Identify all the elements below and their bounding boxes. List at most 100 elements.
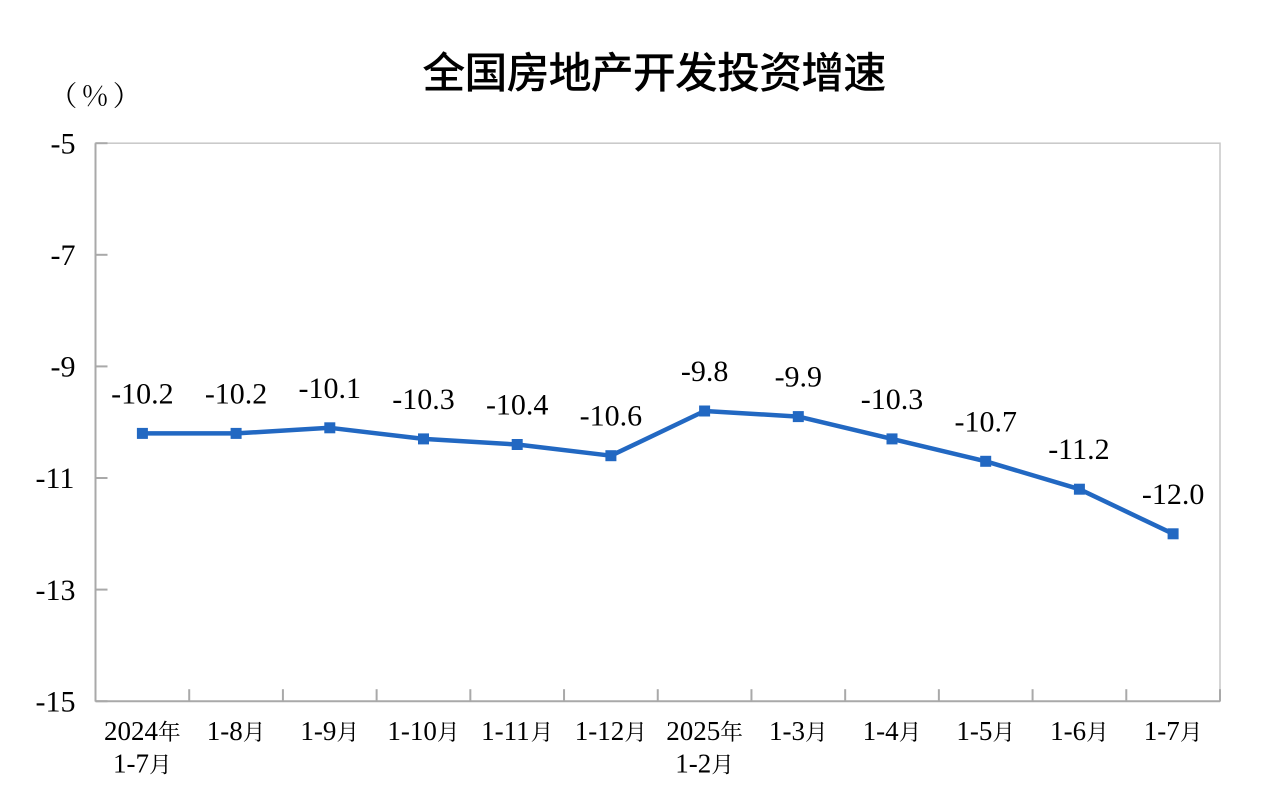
data-point-marker xyxy=(886,433,898,445)
chart-title-cjk-glyph xyxy=(718,51,759,92)
x-tick-label-cjk-glyph xyxy=(1087,721,1105,742)
y-axis-unit-label-cjk-glyph xyxy=(83,85,107,107)
chart-title-cjk-glyph xyxy=(467,53,504,92)
x-tick-label-cjk-glyph xyxy=(712,754,730,775)
x-tick-label-latin: 1-7 xyxy=(113,749,149,779)
data-point-marker xyxy=(1167,528,1179,540)
x-tick-label-cjk-glyph xyxy=(721,720,743,742)
y-tick-label-latin: -15 xyxy=(36,685,76,718)
data-label-latin: -9.9 xyxy=(775,361,823,394)
data-label-latin: -10.2 xyxy=(205,377,268,410)
x-tick-label: 1-4 xyxy=(863,716,918,746)
data-label-latin: -10.7 xyxy=(954,405,1017,438)
data-label-latin: -10.1 xyxy=(299,372,362,405)
y-tick-label-latin: -5 xyxy=(51,127,76,160)
data-label-latin: -9.8 xyxy=(681,355,729,388)
y-tick-label-latin: -11 xyxy=(36,462,75,495)
x-tick-label-cjk-glyph xyxy=(899,721,918,742)
x-tick-label: 1-11 xyxy=(481,716,550,746)
chart-title-cjk-glyph xyxy=(634,54,674,92)
chart-title-cjk-glyph xyxy=(844,51,885,92)
chart-title-cjk-glyph xyxy=(507,51,547,92)
y-tick-label: -5 xyxy=(51,127,76,160)
y-tick-label-latin: -9 xyxy=(51,351,76,384)
chart-title-cjk-glyph xyxy=(423,51,465,91)
data-label: -12.0 xyxy=(1142,478,1205,511)
x-tick-label-latin: 2025 xyxy=(666,716,720,746)
data-label: -10.2 xyxy=(205,377,268,410)
y-tick-label-latin: -13 xyxy=(36,574,76,607)
x-tick-label-latin: 1-2 xyxy=(675,749,711,779)
data-point-marker xyxy=(699,405,711,417)
x-tick-label: 1-8 xyxy=(207,716,262,746)
x-tick-label: 1-10 xyxy=(387,716,456,746)
x-tick-label-cjk-glyph xyxy=(437,721,456,742)
x-tick-label: 1-6 xyxy=(1050,716,1105,746)
data-label-latin: -10.6 xyxy=(580,400,643,433)
data-point-marker xyxy=(605,450,617,462)
x-tick-label-latin: 1-6 xyxy=(1050,716,1086,746)
data-label: -10.7 xyxy=(954,405,1017,438)
data-point-marker xyxy=(324,422,336,434)
data-label-latin: -10.3 xyxy=(392,383,455,416)
x-tick-label: 1-2 xyxy=(675,749,730,779)
x-tick-label-cjk-glyph xyxy=(531,721,550,742)
x-tick-label-cjk-glyph xyxy=(243,721,262,742)
data-label: -9.8 xyxy=(681,355,729,388)
y-tick-label-latin: -7 xyxy=(51,239,76,272)
y-axis-unit-label-cjk-glyph xyxy=(114,81,123,109)
x-tick-label-cjk-glyph xyxy=(625,721,643,742)
data-label: -10.6 xyxy=(580,400,643,433)
x-tick-label: 2024 xyxy=(104,716,180,746)
y-tick-label: -13 xyxy=(36,574,76,607)
chart-title-cjk-glyph xyxy=(549,51,591,91)
data-label: -10.2 xyxy=(111,377,174,410)
y-tick-label: -15 xyxy=(36,685,76,718)
x-tick-label-latin: 1-10 xyxy=(387,716,437,746)
data-label: -10.4 xyxy=(486,389,549,422)
data-point-marker xyxy=(980,455,992,467)
x-tick-label-cjk-glyph xyxy=(158,720,180,742)
data-label: -10.3 xyxy=(861,383,924,416)
y-tick-label: -11 xyxy=(36,462,75,495)
x-tick-label-cjk-glyph xyxy=(337,721,355,742)
series-line xyxy=(142,408,1175,536)
data-label: -11.2 xyxy=(1048,433,1109,466)
x-tick-label-latin: 1-8 xyxy=(207,716,243,746)
chart-title-cjk-glyph xyxy=(760,51,801,92)
y-axis-unit-label xyxy=(67,81,123,109)
x-tick-label: 2025 xyxy=(666,716,743,746)
x-tick-label-latin: 1-3 xyxy=(769,716,805,746)
data-point-marker xyxy=(230,427,242,439)
y-axis: -5 -7 -9 -11 -13 -15 xyxy=(36,127,108,718)
x-tick-label: 1-3 xyxy=(769,716,824,746)
data-label: -10.1 xyxy=(299,372,362,405)
data-label-latin: -12.0 xyxy=(1142,478,1205,511)
x-tick-label-latin: 1-12 xyxy=(575,716,625,746)
x-tick-label-latin: 1-11 xyxy=(481,716,529,746)
x-tick-label-latin: 1-9 xyxy=(300,716,336,746)
data-label-latin: -10.2 xyxy=(111,377,174,410)
data-point-marker xyxy=(792,411,804,423)
data-label-latin: -10.3 xyxy=(861,383,924,416)
chart-title-cjk-glyph xyxy=(591,51,631,93)
y-axis-unit-label-cjk-glyph xyxy=(67,81,76,109)
data-label: -10.3 xyxy=(392,383,455,416)
x-tick-label-cjk-glyph xyxy=(150,754,168,775)
x-tick-label-latin: 1-7 xyxy=(1144,716,1180,746)
series: -10.2 -10.2 -10.1 -10.3 -10.4 -10.6 -9.8 -9.9 -1… xyxy=(111,355,1205,540)
x-tick-label: 1-9 xyxy=(300,716,355,746)
x-tick-label: 1-7 xyxy=(113,749,168,779)
chart-title-cjk-glyph xyxy=(675,51,717,92)
x-tick-label: 1-5 xyxy=(956,716,1011,746)
data-point-marker xyxy=(511,439,523,450)
x-tick-label-cjk-glyph xyxy=(806,721,824,742)
x-tick-label-cjk-glyph xyxy=(1180,721,1199,742)
y-tick-label: -7 xyxy=(51,239,76,272)
x-tick-label: 1-12 xyxy=(575,716,643,746)
x-tick-label-latin: 1-4 xyxy=(863,716,899,746)
data-point-marker xyxy=(418,433,429,445)
